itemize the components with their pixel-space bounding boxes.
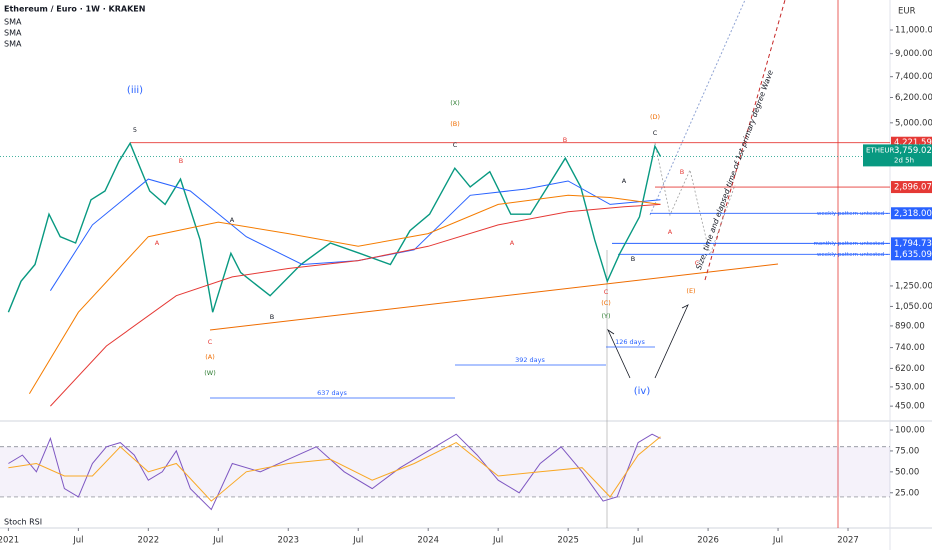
x-tick-label: Jul <box>212 536 223 546</box>
wave-label: A <box>622 177 627 185</box>
y-tick-label: 1,050.00 <box>895 302 932 312</box>
y-tick-label: 530.00 <box>895 382 925 392</box>
wave-label: C <box>453 141 458 149</box>
price-tag-label: 1,794.73 <box>894 239 932 249</box>
x-tick-label: 2027 <box>837 536 859 546</box>
wave-label: B <box>680 168 684 176</box>
y-tick-label: 75.00 <box>895 446 919 456</box>
y-tick-label: 1,250.00 <box>895 281 932 291</box>
price-tag-label: 4,221.59 <box>894 138 932 148</box>
price-tag <box>891 181 932 194</box>
wave-label: A <box>510 239 515 247</box>
y-tick-label: 620.00 <box>895 364 925 374</box>
projection-path <box>654 142 736 257</box>
wave-label: C <box>208 338 213 346</box>
price-tag <box>891 248 932 261</box>
wave-label: C <box>604 288 609 296</box>
wave-label: C <box>695 259 700 267</box>
trend-line <box>209 263 779 331</box>
projection-line <box>649 0 746 216</box>
y-tick-label: 9,000.00 <box>895 49 932 59</box>
symbol-label: ETHEUR <box>866 146 895 154</box>
y-tick-label: 100.00 <box>895 426 925 436</box>
chart-title: Ethereum / Euro · 1W · KRAKEN <box>4 5 145 14</box>
wave-label: C <box>653 129 658 137</box>
countdown-label: 2d 5h <box>894 156 914 164</box>
wave-label: (W) <box>204 369 216 377</box>
sma-line <box>50 203 661 407</box>
price-tag <box>863 144 932 167</box>
y-tick-label: 6,200.00 <box>895 93 932 103</box>
price-tag-label: 1,635.09 <box>894 250 932 260</box>
wave-label: 392 days <box>515 356 545 364</box>
price-tag <box>891 207 932 220</box>
x-tick-label: Jul <box>72 536 83 546</box>
wave-label: (iv) <box>634 386 651 397</box>
wave-label: (A) <box>205 353 215 361</box>
wave-label: B <box>270 313 274 321</box>
y-tick-label: 7,400.00 <box>895 72 932 82</box>
arrow <box>654 304 689 379</box>
y-tick-label: 11,000.00 <box>895 26 932 36</box>
x-tick-label: Jul <box>492 536 503 546</box>
y-tick-label: 740.00 <box>895 343 925 353</box>
y-tick-label: 50.00 <box>895 467 919 477</box>
level-note: weekly pattern untested - <box>817 211 888 217</box>
y-tick-label: 890.00 <box>895 321 925 331</box>
wave-label: (C) <box>601 299 611 307</box>
price-tag <box>891 237 932 250</box>
x-tick-label: Jul <box>632 536 643 546</box>
price-tag-label: 2,318.00 <box>894 209 932 219</box>
sma-line <box>28 194 661 394</box>
x-tick-label: 2025 <box>557 536 579 546</box>
wave-label: (X) <box>450 99 460 107</box>
wave-label: 126 days <box>615 338 645 346</box>
x-tick-label: 2024 <box>417 536 439 546</box>
level-note: monthly pattern untested - <box>814 241 888 247</box>
x-tick-label: 2023 <box>277 536 299 546</box>
level-note: weekly pattern untested - <box>817 252 888 258</box>
x-tick-label: 2021 <box>0 536 19 546</box>
x-tick-label: 2022 <box>138 536 160 546</box>
oscillator-line <box>8 433 661 511</box>
x-tick-label: Jul <box>772 536 783 546</box>
wave-label: B <box>179 157 183 165</box>
wave-label: A <box>668 228 673 236</box>
price-line <box>7 141 662 313</box>
y-tick-label: 450.00 <box>895 402 925 412</box>
wave-label: B <box>631 255 635 263</box>
y-tick-label: 5,000.00 <box>895 118 932 128</box>
wave-label: (iii) <box>127 85 143 96</box>
y-tick-label: 25.00 <box>895 488 919 498</box>
arrow <box>607 328 631 379</box>
price-tag-label: 3,759.02 <box>894 146 932 156</box>
x-tick-label: Jul <box>352 536 363 546</box>
wave-label: 5 <box>133 126 137 134</box>
oscillator-title: Stoch RSI <box>4 518 42 527</box>
wave-label: 637 days <box>317 389 347 397</box>
wave-label: (E) <box>686 287 695 295</box>
wave-label: A <box>155 239 160 247</box>
wave-label: B <box>563 136 567 144</box>
currency-label: EUR <box>898 7 916 17</box>
price-tag-label: 2,896.07 <box>894 183 932 193</box>
wave-label: (B) <box>450 120 460 128</box>
x-tick-label: 2026 <box>697 536 719 546</box>
wave-label: (Y) <box>601 312 610 320</box>
legend-entry: SMA <box>4 18 22 27</box>
wave-label: (D) <box>650 113 660 121</box>
oscillator-line <box>8 436 661 502</box>
wave-label: A <box>230 216 235 224</box>
legend-entry: SMA <box>4 40 22 49</box>
legend-entry: SMA <box>4 29 22 38</box>
